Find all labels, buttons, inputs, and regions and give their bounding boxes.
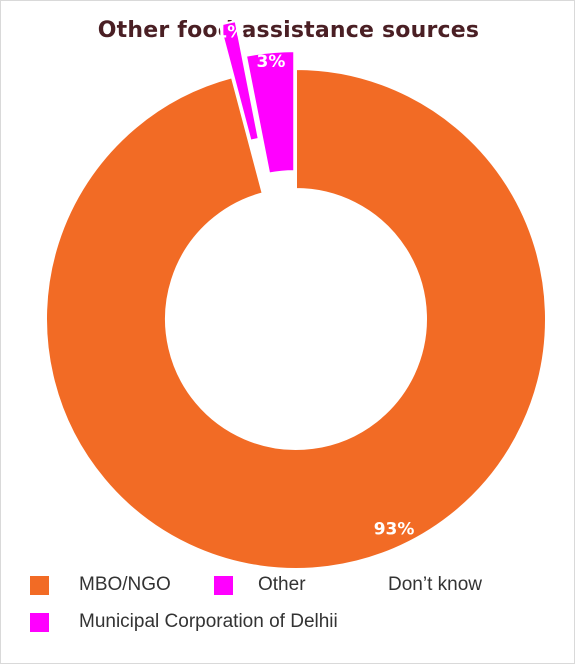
legend-swatch xyxy=(343,575,362,595)
legend-label: Don’t know xyxy=(388,574,482,595)
legend-swatch xyxy=(30,575,49,595)
legend-swatch xyxy=(214,575,233,595)
slice-label: 3% xyxy=(257,52,286,72)
legend-item-mbo-ngo: MBO/NGO xyxy=(30,574,171,596)
slice-mbo-ngo xyxy=(45,67,547,570)
legend-item-municipal-corporation: Municipal Corporation of Delhii xyxy=(30,611,338,633)
slice-label: 93% xyxy=(374,519,415,539)
legend-label: MBO/NGO xyxy=(79,574,171,595)
legend-item-other: Other xyxy=(214,574,306,596)
slice-other xyxy=(244,50,296,175)
legend-swatch xyxy=(30,612,49,632)
chart-title: Other food assistance sources xyxy=(97,18,480,43)
legend-label: Municipal Corporation of Delhii xyxy=(79,611,338,632)
slice-label: 1% xyxy=(215,23,244,43)
legend-label: Other xyxy=(258,574,306,595)
legend-item-dont-know: Don’t know xyxy=(343,574,482,596)
slice-municipal-corporation-of-delhii xyxy=(218,19,260,142)
